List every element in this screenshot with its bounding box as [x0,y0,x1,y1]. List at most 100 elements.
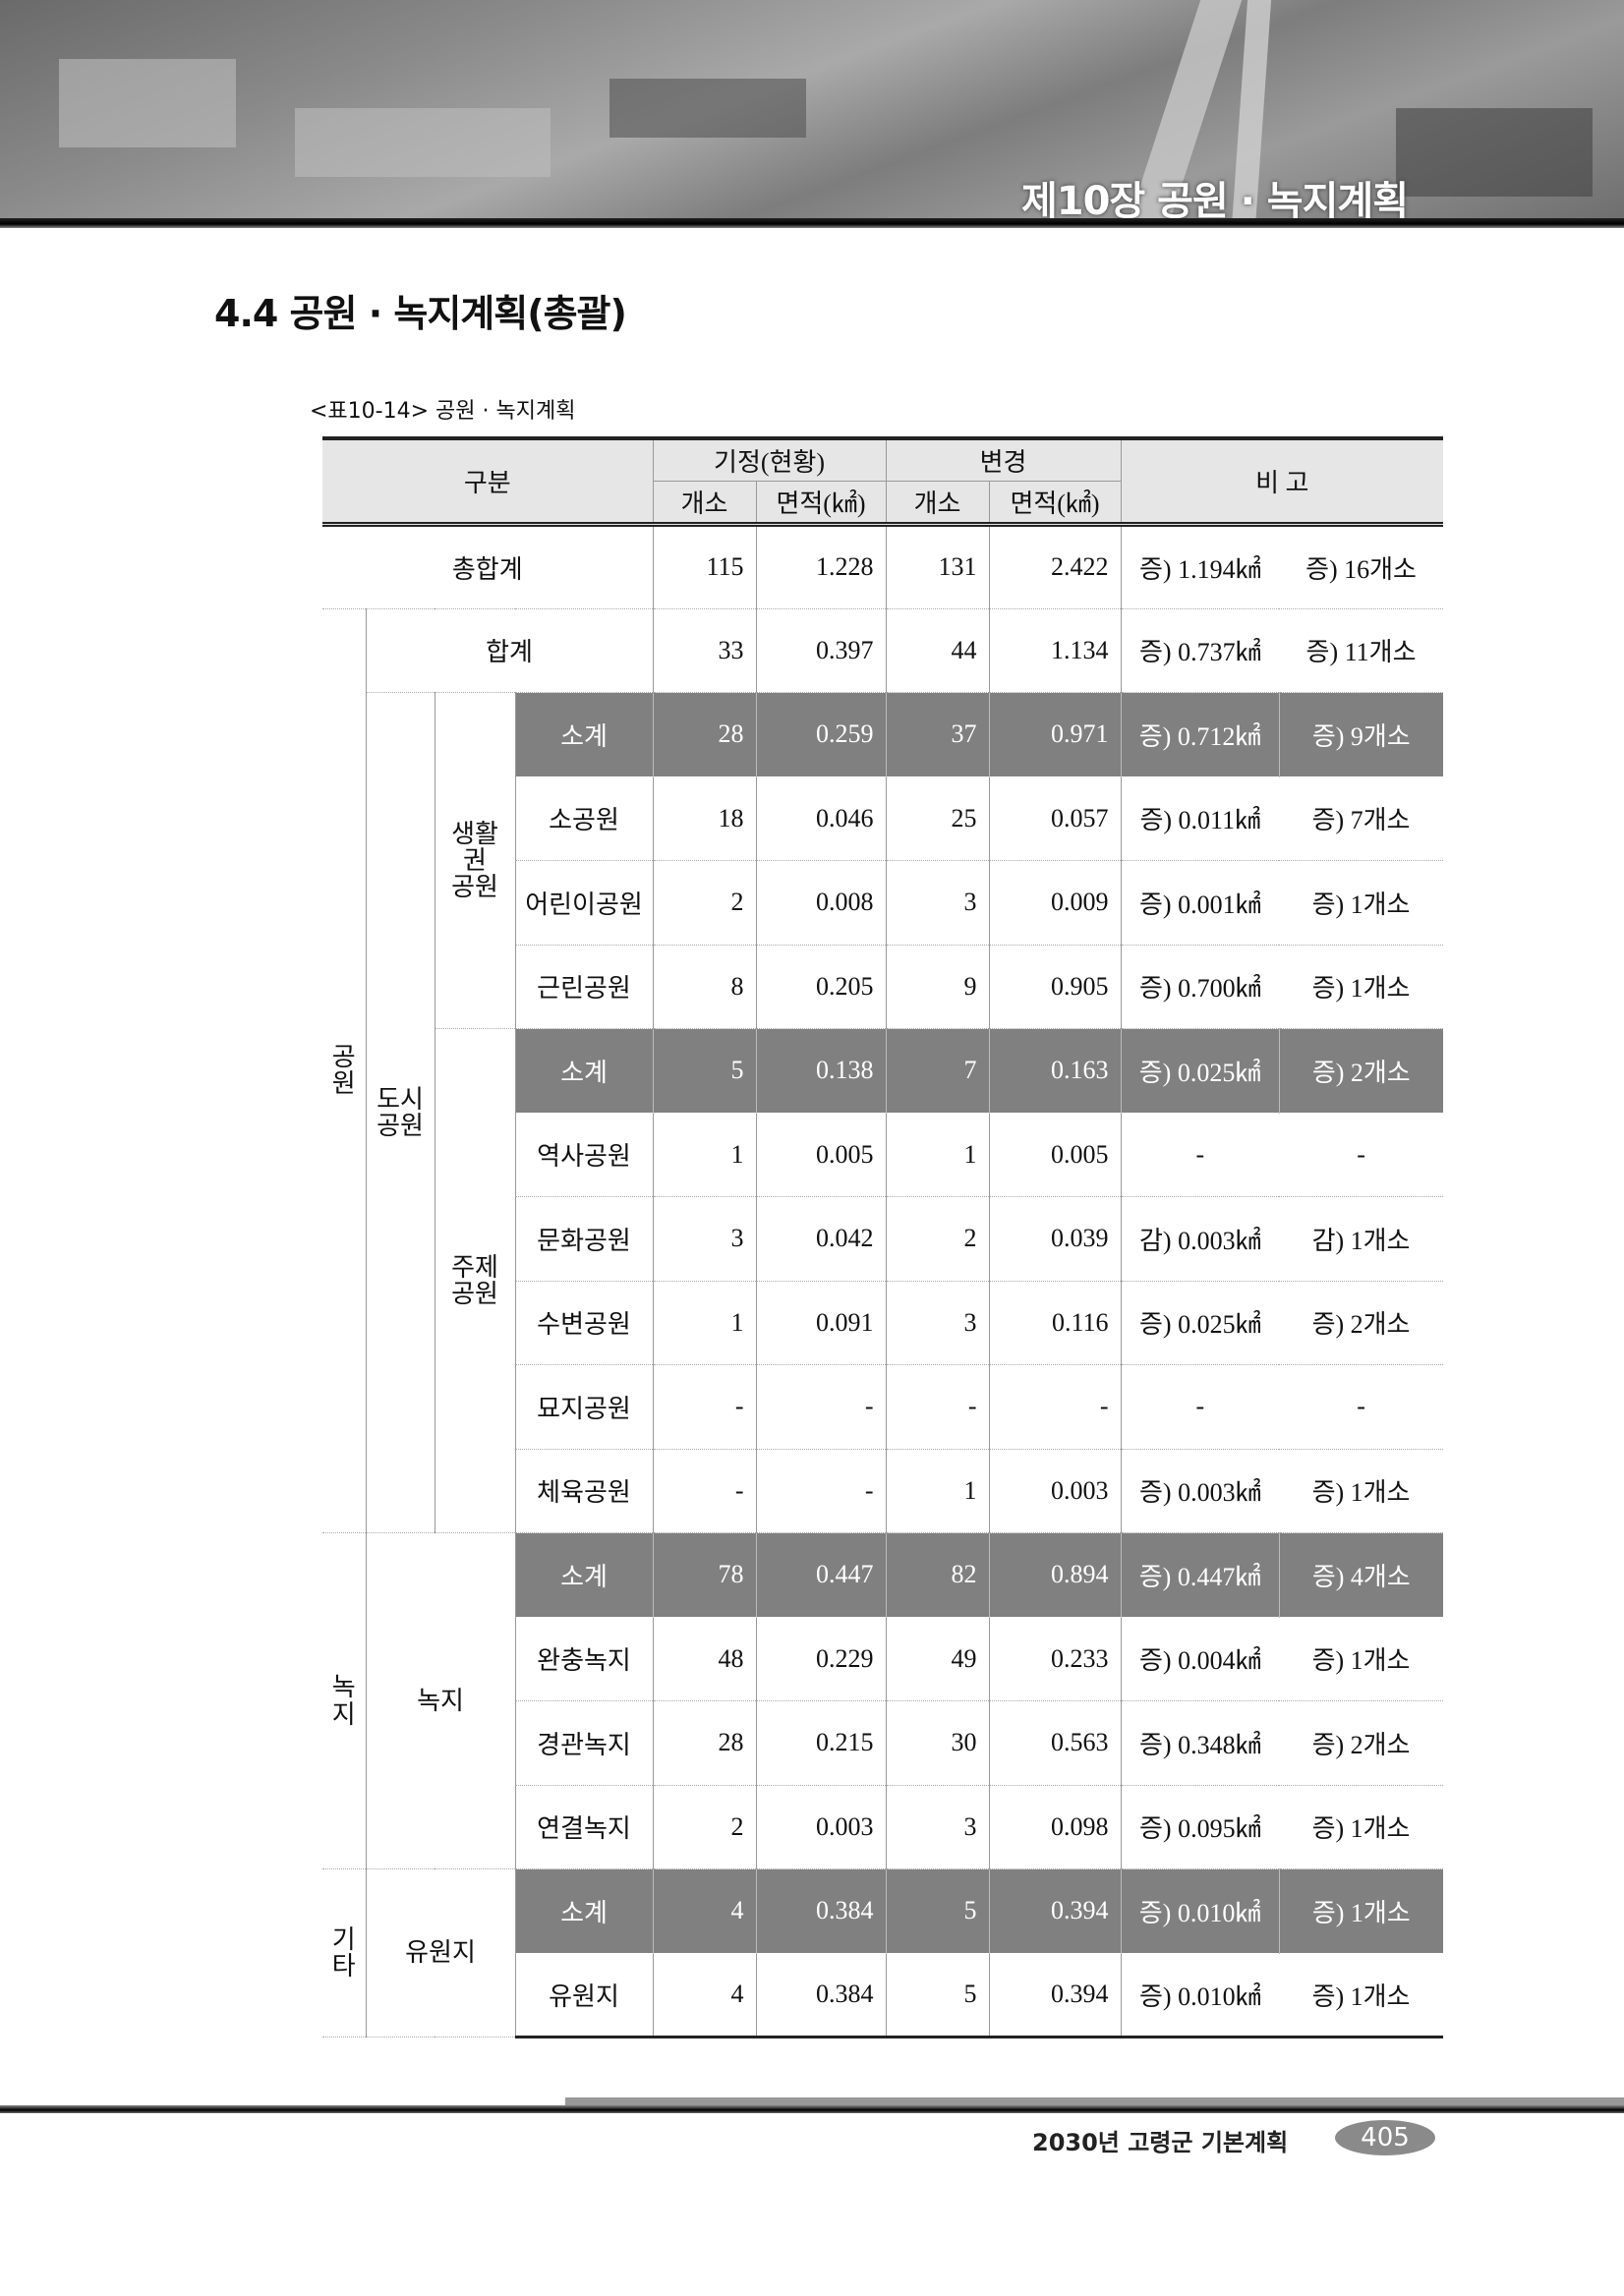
existing-count: 48 [652,1616,757,1701]
subtotal-row: 기 타 유원지 소계 4 0.384 5 0.394 증) 0.010㎢ 증) 1개소 [322,1868,1444,2038]
remark-area: 증) 0.348㎢ [1120,1700,1280,1786]
changed-count: 2 [885,1196,990,1282]
existing-count: 1 [652,1112,757,1197]
remark-count: 증) 1개소 [1279,1448,1444,1533]
row-label: 유원지 [514,1952,654,2038]
existing-count: 8 [652,944,757,1029]
changed-area: 0.894 [988,1532,1122,1618]
changed-area: 0.003 [988,1448,1122,1533]
existing-area: 0.046 [755,775,887,861]
remark-count: 증) 1개소 [1279,1784,1444,1869]
table-row: 유원지 4 0.384 5 0.394 증) 0.010㎢ 증) 1개소 [322,1952,1444,2038]
changed-area: 0.905 [988,944,1122,1029]
row-label: 완충녹지 [514,1616,654,1701]
header-existing-count: 개소 [652,481,757,527]
remark-count: 증) 1개소 [1278,1868,1444,1954]
row-label: 소계 [514,1532,654,1618]
remark-count: 감) 1개소 [1279,1196,1444,1282]
remark-area: 증) 0.700㎢ [1120,944,1280,1029]
row-label: 소계 [514,1868,654,1954]
existing-count: - [652,1448,757,1533]
table-row: 어린이공원 2 0.008 3 0.009 증) 0.001㎢ 증) 1개소 [322,860,1444,946]
remark-count: 증) 2개소 [1279,1700,1444,1786]
remark-area: 증) 0.712㎢ [1120,692,1280,777]
remark-count: 증) 9개소 [1278,692,1444,777]
changed-area: 0.098 [988,1784,1122,1869]
changed-count: 1 [885,1112,990,1197]
chapter-title: 제10장 공원 · 녹지계획 [1020,179,1409,222]
header-remarks: 비 고 [1120,436,1444,527]
remark-area: 감) 0.003㎢ [1120,1196,1280,1282]
table-caption: <표10-14> 공원 · 녹지계획 [310,399,576,424]
chapter-banner-photo: 제10장 공원 · 녹지계획 [0,0,1624,222]
changed-count: 25 [885,775,990,861]
existing-area: 0.008 [755,860,887,946]
existing-area: 0.005 [755,1112,887,1197]
header-existing: 기정(현황) [652,436,887,482]
existing-count: 28 [652,692,757,777]
remark-area: 증) 1.194㎢ [1120,524,1280,609]
row-label: 역사공원 [514,1112,654,1197]
existing-count: 1 [652,1280,757,1365]
remark-area: - [1120,1364,1280,1450]
section-title: 4.4 공원 · 녹지계획(총괄) [214,292,627,335]
existing-count: 33 [652,607,757,693]
existing-count: 28 [652,1700,757,1786]
table-row: 공 원 합계 33 0.397 44 1.134 증) 0.737㎢ 증) 11개소 [322,607,1444,1533]
remark-area: 증) 0.011㎢ [1120,775,1280,861]
existing-area: 0.259 [755,692,887,777]
remark-area: 증) 0.025㎢ [1120,1028,1280,1114]
changed-count: 3 [885,860,990,946]
remark-count: - [1279,1112,1444,1197]
existing-area: 0.229 [755,1616,887,1701]
remark-count: 증) 1개소 [1279,860,1444,946]
row-label: 체육공원 [514,1448,654,1533]
changed-count: 44 [885,607,990,693]
remark-area: 증) 0.025㎢ [1120,1280,1280,1365]
row-label: 묘지공원 [514,1364,654,1450]
changed-area: 1.134 [988,607,1122,693]
footer-divider-accent [565,2097,1624,2105]
row-label: 소계 [514,1028,654,1114]
table-row: 완충녹지 48 0.229 49 0.233 증) 0.004㎢ 증) 1개소 [322,1616,1444,1701]
remark-count: 증) 1개소 [1279,1616,1444,1701]
table-row: 문화공원 3 0.042 2 0.039 감) 0.003㎢ 감) 1개소 [322,1196,1444,1282]
changed-count: 37 [885,692,990,777]
subtotal-row: 녹 지 녹지 소계 78 0.447 82 0.894 증) 0.447㎢ 증) 4개소 [322,1532,1444,1869]
changed-count: 1 [885,1448,990,1533]
existing-area: - [755,1364,887,1450]
group-label-urban-park: 도시 공원 [365,692,435,1533]
remark-area: 증) 0.001㎢ [1120,860,1280,946]
remark-area: 증) 0.010㎢ [1120,1868,1280,1954]
changed-area: 0.394 [988,1952,1122,2038]
changed-count: 5 [885,1868,990,1954]
table-row: 체육공원 - -1 0.003 증) 0.003㎢ 증) 1개소 [322,1448,1444,1533]
changed-area: 0.563 [988,1700,1122,1786]
table-row: 수변공원 1 0.091 3 0.116 증) 0.025㎢ 증) 2개소 [322,1280,1444,1365]
group-label-other: 기 타 [322,1868,367,2038]
changed-count: 3 [885,1784,990,1869]
remark-area: 증) 0.010㎢ [1120,1952,1280,2038]
existing-area: 0.384 [755,1868,887,1954]
header-existing-area: 면적(㎢) [755,481,887,527]
existing-area: 0.384 [755,1952,887,2038]
changed-area: 0.116 [988,1280,1122,1365]
changed-count: 131 [885,524,990,609]
existing-area: 0.205 [755,944,887,1029]
changed-area: - [988,1364,1122,1450]
existing-count: 18 [652,775,757,861]
subtotal-row: 도시 공원 생활 권 공원 소계 28 0.259 37 0.971 증) 0.712㎢ 증) … [322,692,1444,1533]
existing-area: 0.042 [755,1196,887,1282]
row-label: 소계 [514,692,654,777]
existing-count: 3 [652,1196,757,1282]
existing-count: 2 [652,1784,757,1869]
group-label-park: 공 원 [322,607,367,1533]
remark-area: - [1120,1112,1280,1197]
row-label: 어린이공원 [514,860,654,946]
row-label: 합계 [365,607,654,693]
existing-area: - [755,1448,887,1533]
changed-count: - [885,1364,990,1450]
remark-count: 증) 7개소 [1279,775,1444,861]
changed-area: 0.009 [988,860,1122,946]
table-row: 총합계 115 1.228 131 2.422 증) 1.194㎢ 증) 16개소 [322,524,1444,609]
